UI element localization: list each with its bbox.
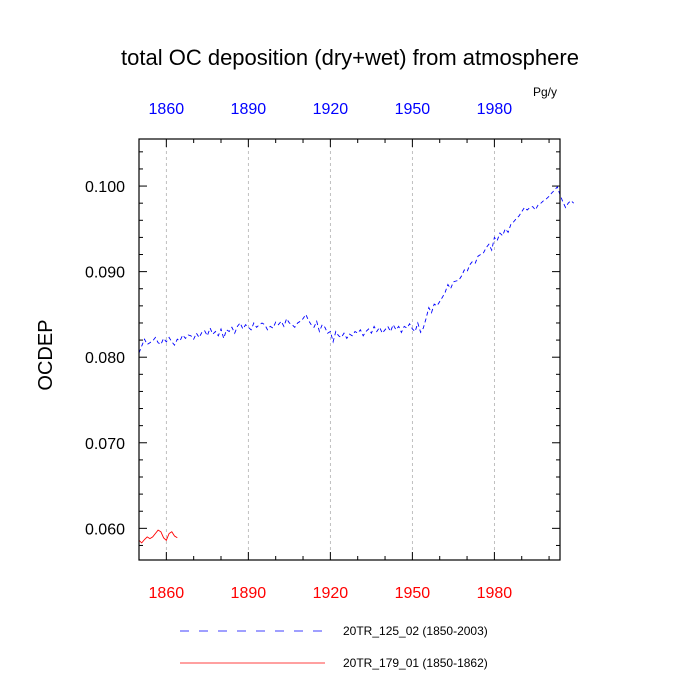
x-axis-ticks: 1860 1860 1890 1890 1920 1920 1950 1950 1980 1980 (138, 101, 550, 602)
x-tick-label-top: 1890 (231, 101, 267, 118)
series-line-1 (138, 185, 575, 354)
x-tick-label-top: 1860 (149, 101, 185, 118)
y-tick-label: 0.060 (85, 521, 125, 538)
series-line-2 (138, 529, 178, 544)
y-tick-label: 0.100 (85, 179, 125, 196)
x-tick-label-top: 1920 (313, 101, 349, 118)
x-tick-label-bottom: 1950 (395, 585, 431, 602)
series-layer (138, 185, 575, 544)
legend: 20TR_125_02 (1850-2003) 20TR_179_01 (1850… (180, 624, 488, 670)
x-tick-label-top: 1980 (477, 101, 513, 118)
legend-label-1: 20TR_125_02 (1850-2003) (343, 624, 488, 638)
x-tick-label-bottom: 1890 (231, 585, 267, 602)
chart-title: total OC deposition (dry+wet) from atmos… (121, 45, 579, 70)
y-axis-ticks: 0.060 0.070 0.080 0.090 0.100 (85, 151, 560, 546)
x-tick-label-bottom: 1860 (149, 585, 185, 602)
y-tick-label: 0.090 (85, 265, 125, 282)
y-tick-label: 0.070 (85, 436, 125, 453)
x-tick-label-top: 1950 (395, 101, 431, 118)
plot-frame (138, 138, 561, 561)
legend-label-2: 20TR_179_01 (1850-1862) (343, 656, 488, 670)
x-tick-label-bottom: 1920 (313, 585, 349, 602)
x-gridlines (165, 139, 495, 560)
y-axis-label: OCDEP (35, 319, 57, 390)
units-label: Pg/y (533, 85, 557, 99)
x-tick-label-bottom: 1980 (477, 585, 513, 602)
y-tick-label: 0.080 (85, 350, 125, 367)
